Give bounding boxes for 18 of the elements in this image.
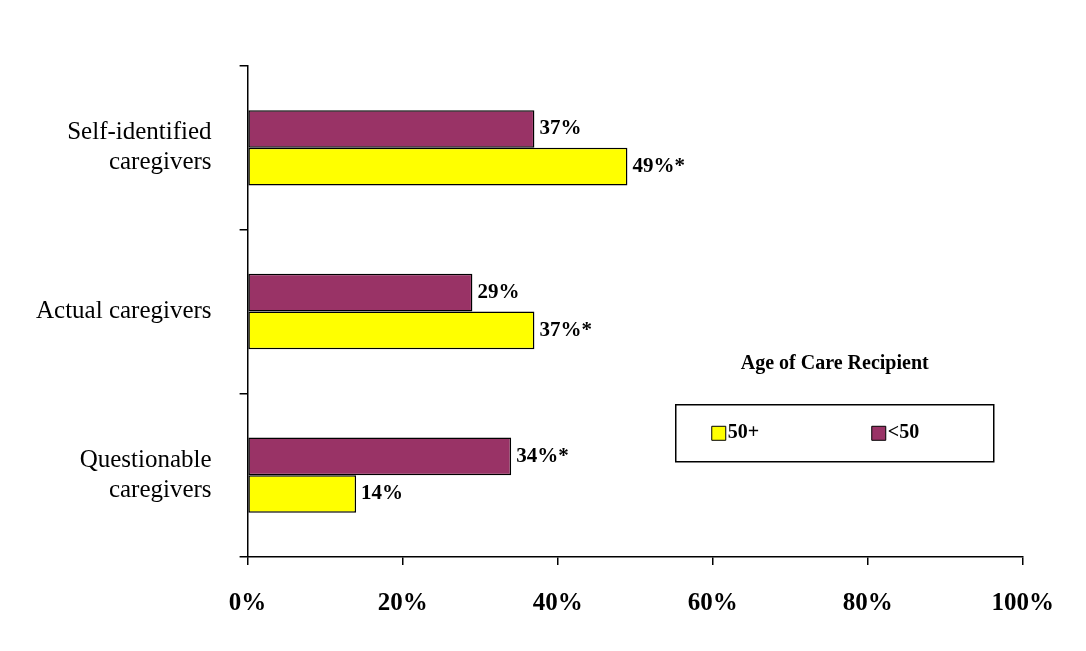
x-tick-label: 100% bbox=[991, 588, 1054, 616]
x-tick-label: 60% bbox=[687, 588, 738, 616]
x-tick-label: 0% bbox=[228, 588, 267, 616]
y-tick-label: Actual caregivers bbox=[35, 296, 212, 324]
data-label: 37% bbox=[539, 115, 582, 140]
data-label: 49%* bbox=[632, 153, 685, 178]
y-tick-label: Self-identified caregivers bbox=[67, 117, 213, 175]
data-label: 29% bbox=[477, 279, 520, 304]
legend-label: 50+ bbox=[727, 420, 760, 443]
x-tick-label: 40% bbox=[532, 588, 583, 616]
legend-title: Age of Care Recipient bbox=[740, 350, 930, 374]
data-label: 34%* bbox=[516, 442, 569, 467]
x-tick-label: 80% bbox=[842, 588, 893, 616]
data-label: 37%* bbox=[539, 316, 592, 341]
data-label: 14% bbox=[361, 480, 404, 505]
x-tick-label: 20% bbox=[377, 588, 428, 616]
y-tick-label: Questionable caregivers bbox=[79, 444, 212, 502]
legend-label: <50 bbox=[887, 420, 920, 443]
